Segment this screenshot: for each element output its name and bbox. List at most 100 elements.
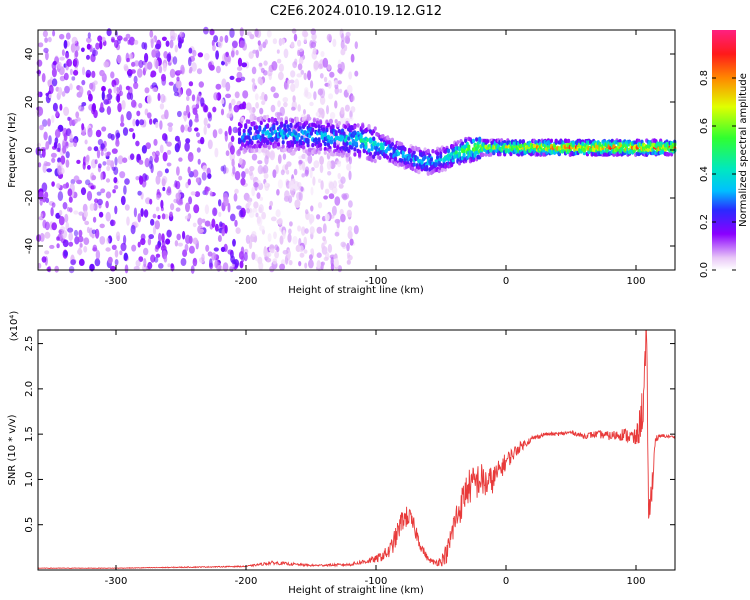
colorbar-ticks: 0.0 0.2 0.4 0.6 0.8 bbox=[699, 70, 736, 278]
spectrogram-cell bbox=[160, 199, 164, 209]
spectrogram-cell bbox=[114, 249, 119, 258]
spectrogram-cell bbox=[429, 157, 433, 162]
spectrogram-cell bbox=[229, 75, 235, 80]
spectrogram-cell bbox=[178, 175, 183, 181]
spectrogram-cell bbox=[176, 70, 183, 75]
spectrogram-cell bbox=[91, 232, 95, 239]
spectrogram-cell bbox=[204, 204, 210, 215]
spectrogram-cell bbox=[361, 124, 365, 129]
spectrogram-cell bbox=[268, 205, 272, 210]
spectrogram-cell bbox=[485, 139, 490, 144]
spectrogram-cell bbox=[74, 44, 80, 52]
spectrogram-cell bbox=[132, 132, 136, 140]
spectrogram-cell bbox=[185, 202, 190, 213]
spectrogram-cell bbox=[192, 257, 198, 267]
spectrogram-cell bbox=[471, 138, 476, 144]
spectrogram-cell bbox=[201, 253, 205, 262]
spectrogram-cell bbox=[144, 157, 150, 168]
spectrogram-cell bbox=[323, 132, 327, 137]
spectrogram-cell bbox=[312, 176, 316, 186]
spectrogram-cell bbox=[334, 218, 341, 224]
spectrogram-cell bbox=[250, 140, 254, 145]
spectrogram-cell bbox=[299, 252, 305, 258]
spectrogram-cell bbox=[340, 39, 345, 50]
spectrogram-cell bbox=[434, 159, 438, 164]
spectrogram-cell bbox=[144, 87, 150, 94]
spectrogram-cell bbox=[240, 76, 246, 82]
spectrogram-cell bbox=[147, 261, 153, 270]
spectrogram-cell bbox=[165, 238, 171, 245]
spectrogram-cell bbox=[284, 164, 289, 171]
spectrogram-cell bbox=[204, 186, 209, 196]
spectrogram-cell bbox=[126, 57, 131, 63]
spectrogram-cell bbox=[92, 49, 98, 57]
spectrogram-cell bbox=[173, 91, 180, 97]
spectrogram-cell bbox=[348, 170, 352, 181]
spectrogram-cell bbox=[51, 222, 57, 231]
spectrogram-cell bbox=[329, 112, 336, 119]
spectrogram-cell bbox=[157, 215, 161, 220]
spectrogram-cell bbox=[209, 190, 213, 197]
spectrogram-cell bbox=[336, 145, 340, 150]
spectrogram-cell bbox=[310, 186, 314, 196]
spectrogram-cell bbox=[288, 228, 292, 235]
spectrogram-cell bbox=[188, 47, 193, 54]
spectrogram-cell bbox=[337, 63, 342, 70]
spectrogram-cell bbox=[329, 140, 334, 145]
spectrogram-cell bbox=[41, 256, 47, 263]
spectrogram-cell bbox=[323, 150, 327, 155]
spectrogram-cell bbox=[237, 127, 242, 132]
spectrogram-cell bbox=[322, 57, 329, 68]
spectrogram-cell bbox=[149, 118, 153, 125]
spectrogram-cell bbox=[315, 120, 320, 125]
spectrogram-cell bbox=[81, 102, 87, 107]
colorbar-tick-label: 0.2 bbox=[699, 214, 710, 230]
spectrogram-cell bbox=[331, 124, 335, 129]
spectrogram-cell bbox=[278, 63, 284, 72]
spectrogram-cell bbox=[368, 138, 373, 144]
spectrogram-cell bbox=[297, 133, 301, 138]
spectrogram-cell bbox=[213, 92, 219, 101]
spectrogram-cell bbox=[170, 263, 174, 269]
spectrogram-cell bbox=[347, 152, 351, 157]
spectrogram-cell bbox=[42, 219, 47, 229]
spectrogram-cell bbox=[297, 104, 302, 112]
y-tick-label: 1.0 bbox=[24, 471, 35, 487]
spectrogram-cell bbox=[666, 152, 671, 157]
spectrogram-cell bbox=[39, 153, 43, 158]
snr-panel: -300 -200 -100 0 100 0.5 1.0 1.5 2.0 2.5 Height … bbox=[7, 311, 676, 596]
spectrogram-cell bbox=[73, 175, 80, 182]
spectrogram-cell bbox=[264, 182, 268, 187]
spectrogram-cell bbox=[93, 146, 99, 152]
spectrogram-cell bbox=[115, 129, 120, 140]
spectrogram-cell bbox=[301, 145, 306, 150]
spectrogram-cell bbox=[284, 116, 288, 121]
spectrogram-cell bbox=[49, 244, 55, 249]
spectrogram-cell bbox=[159, 120, 163, 130]
x-tick-label: -100 bbox=[365, 576, 388, 587]
spectrogram-cell bbox=[353, 152, 357, 157]
spectrogram-cell bbox=[329, 71, 335, 78]
spectrogram-cell bbox=[169, 39, 174, 49]
spectrogram-cell bbox=[276, 49, 280, 54]
spectrogram-cell bbox=[367, 124, 371, 129]
spectrogram-cell bbox=[283, 48, 289, 59]
spectrogram-cell bbox=[301, 161, 306, 171]
spectrogram-cell bbox=[204, 220, 211, 227]
spectrogram-cell bbox=[272, 38, 278, 45]
spectrogram-cell bbox=[51, 157, 56, 163]
spectrogram-cell bbox=[41, 73, 46, 83]
spectrogram-cell bbox=[46, 168, 53, 173]
spectrogram-cell bbox=[121, 100, 126, 110]
spectrogram-cell bbox=[133, 39, 139, 45]
spectrogram-cell bbox=[350, 53, 355, 63]
spectrogram-cell bbox=[89, 203, 95, 212]
spectrogram-cell bbox=[166, 229, 172, 238]
spectrogram-cell bbox=[412, 162, 416, 167]
snr-y-multiplier: (x10⁴) bbox=[9, 311, 20, 342]
spectrogram-cell bbox=[349, 116, 354, 121]
spectrogram-cell bbox=[290, 70, 296, 78]
spectrogram-cell bbox=[319, 88, 326, 99]
spectrogram-cell bbox=[239, 123, 243, 129]
spectrogram-cell bbox=[307, 154, 313, 164]
